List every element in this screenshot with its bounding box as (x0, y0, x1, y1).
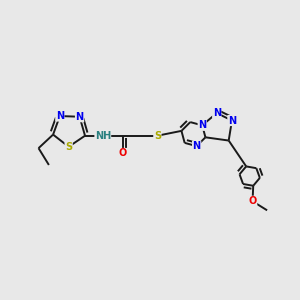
Text: N: N (76, 112, 84, 122)
Text: O: O (248, 196, 257, 206)
Text: N: N (56, 111, 64, 121)
Text: S: S (65, 142, 72, 152)
Text: N: N (193, 141, 201, 151)
Text: N: N (198, 120, 206, 130)
Text: N: N (213, 108, 221, 118)
Text: O: O (119, 148, 127, 158)
Text: N: N (228, 116, 236, 125)
Text: NH: NH (95, 131, 111, 141)
Text: S: S (154, 131, 161, 141)
